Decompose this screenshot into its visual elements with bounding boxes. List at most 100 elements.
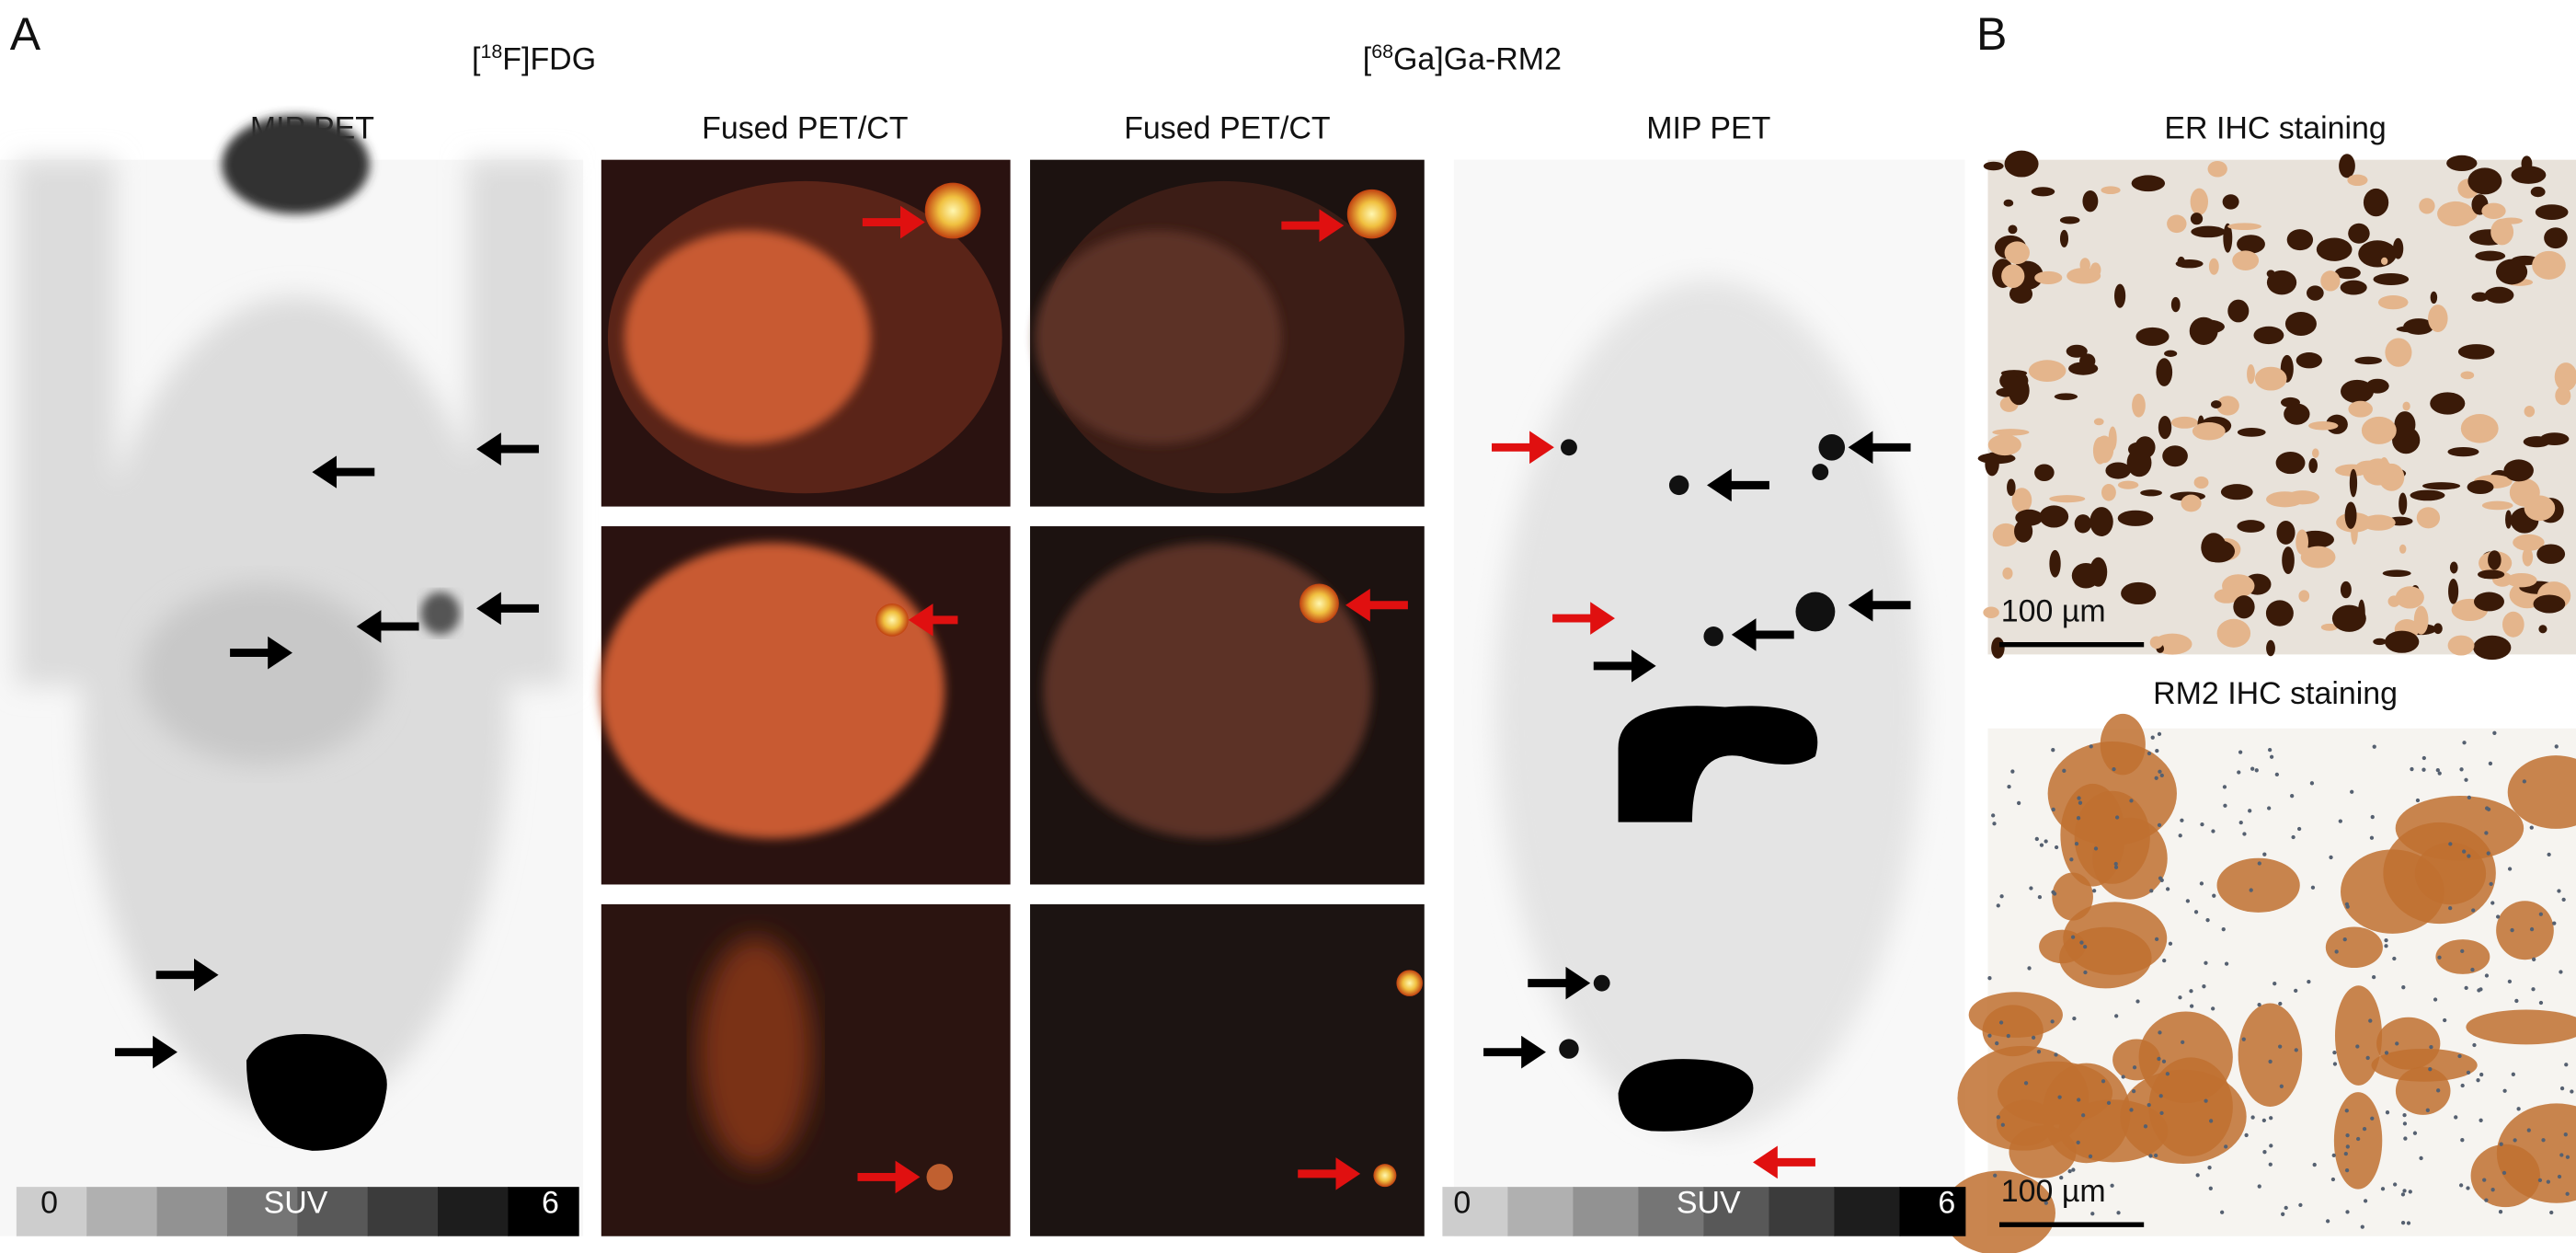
nucleus [2269, 754, 2274, 759]
cell [2121, 581, 2157, 604]
cell [2089, 262, 2101, 278]
nucleus [2077, 796, 2081, 800]
nucleus [2350, 789, 2354, 794]
cell [2447, 446, 2479, 457]
nucleus [2006, 1033, 2010, 1039]
nucleus [2223, 803, 2227, 808]
nucleus [2274, 772, 2279, 777]
nucleus [2052, 891, 2057, 896]
cell [2524, 495, 2556, 522]
nucleus [2344, 902, 2350, 907]
nucleus [2091, 889, 2097, 893]
cell [2223, 223, 2233, 253]
cell [2477, 569, 2505, 580]
column-title: Fused PET/CT [702, 110, 908, 145]
cell-cluster [2009, 1125, 2077, 1178]
nucleus [1996, 1115, 2001, 1120]
nucleus [2261, 1118, 2266, 1123]
cell [2341, 379, 2375, 404]
nucleus [2238, 750, 2243, 754]
cell-cluster [2074, 790, 2150, 884]
nucleus [2159, 1110, 2164, 1116]
nucleus [2149, 889, 2154, 893]
cell [2093, 418, 2104, 426]
nucleus [2039, 843, 2044, 847]
nucleus [2147, 1102, 2151, 1108]
cell [2344, 501, 2357, 529]
nucleus [2057, 1095, 2062, 1099]
colorbar-max: 6 [542, 1186, 559, 1221]
cell [1983, 606, 1999, 618]
cell [2410, 489, 2445, 501]
cell [2440, 204, 2478, 224]
cell [2031, 187, 2055, 197]
nucleus [2384, 944, 2388, 948]
cell-cluster [2100, 713, 2146, 776]
cell [2399, 544, 2407, 554]
cell [2467, 479, 2494, 495]
image-title: ER IHC staining [2164, 110, 2386, 145]
nucleus [2204, 1098, 2208, 1103]
nucleus [2380, 1187, 2386, 1191]
arrows [115, 205, 1911, 1194]
nucleus [2189, 989, 2193, 994]
cell [2522, 547, 2534, 567]
cell [2348, 223, 2370, 244]
nucleus [2345, 1144, 2350, 1149]
nucleus [2462, 849, 2467, 854]
column-title: Fused PET/CT [1124, 110, 1330, 145]
cell [2105, 462, 2131, 479]
nucleus [2529, 926, 2535, 932]
cell [2059, 229, 2069, 247]
nucleus [1999, 894, 2004, 899]
cell [2284, 403, 2310, 425]
nucleus [2157, 731, 2162, 737]
nucleus [2050, 1019, 2055, 1024]
nucleus [2476, 1078, 2480, 1083]
nucleus [2433, 997, 2438, 1002]
cell [2503, 459, 2534, 482]
cell-cluster [2238, 1003, 2303, 1107]
cell [2378, 457, 2390, 486]
nucleus [2221, 927, 2226, 932]
cell [2535, 204, 2569, 221]
cell-cluster [1968, 992, 2063, 1038]
cell [2373, 638, 2387, 646]
nucleus [1987, 976, 1992, 981]
cell [2447, 635, 2475, 656]
nucleus [2499, 1142, 2503, 1146]
cell [2181, 494, 2202, 512]
nucleus [2561, 897, 2566, 902]
cell [2158, 416, 2172, 440]
cell [2237, 520, 2265, 533]
colorbar-min: 0 [1453, 1186, 1471, 1221]
nucleus [2278, 1044, 2283, 1049]
nucleus [2070, 935, 2076, 939]
nucleus [2199, 881, 2204, 886]
cell [2298, 590, 2310, 603]
cell [2135, 436, 2156, 459]
nucleus [2479, 1072, 2484, 1077]
cell [2008, 224, 2018, 235]
nucleus [2069, 857, 2074, 862]
nucleus [2010, 769, 2015, 774]
nucleus [2492, 730, 2497, 735]
cell [2555, 386, 2571, 406]
nucleus [2329, 855, 2333, 860]
bracket: [ [1363, 41, 1372, 76]
nucleus [2435, 767, 2440, 773]
superscript: 68 [1371, 40, 1393, 63]
cell [2216, 618, 2251, 648]
cell-cluster [2496, 901, 2554, 960]
cell-cluster [2466, 1009, 2576, 1045]
nucleus [1992, 822, 1997, 826]
nucleus [2406, 1221, 2411, 1225]
nucleus [2488, 761, 2493, 766]
nucleus [2484, 831, 2489, 835]
cell [2523, 436, 2551, 448]
nucleus [2570, 1089, 2574, 1094]
colorbar-step [1442, 1187, 1509, 1236]
nucleus [2273, 982, 2277, 986]
cell [2481, 202, 2506, 220]
cell-cluster [2395, 1066, 2451, 1115]
